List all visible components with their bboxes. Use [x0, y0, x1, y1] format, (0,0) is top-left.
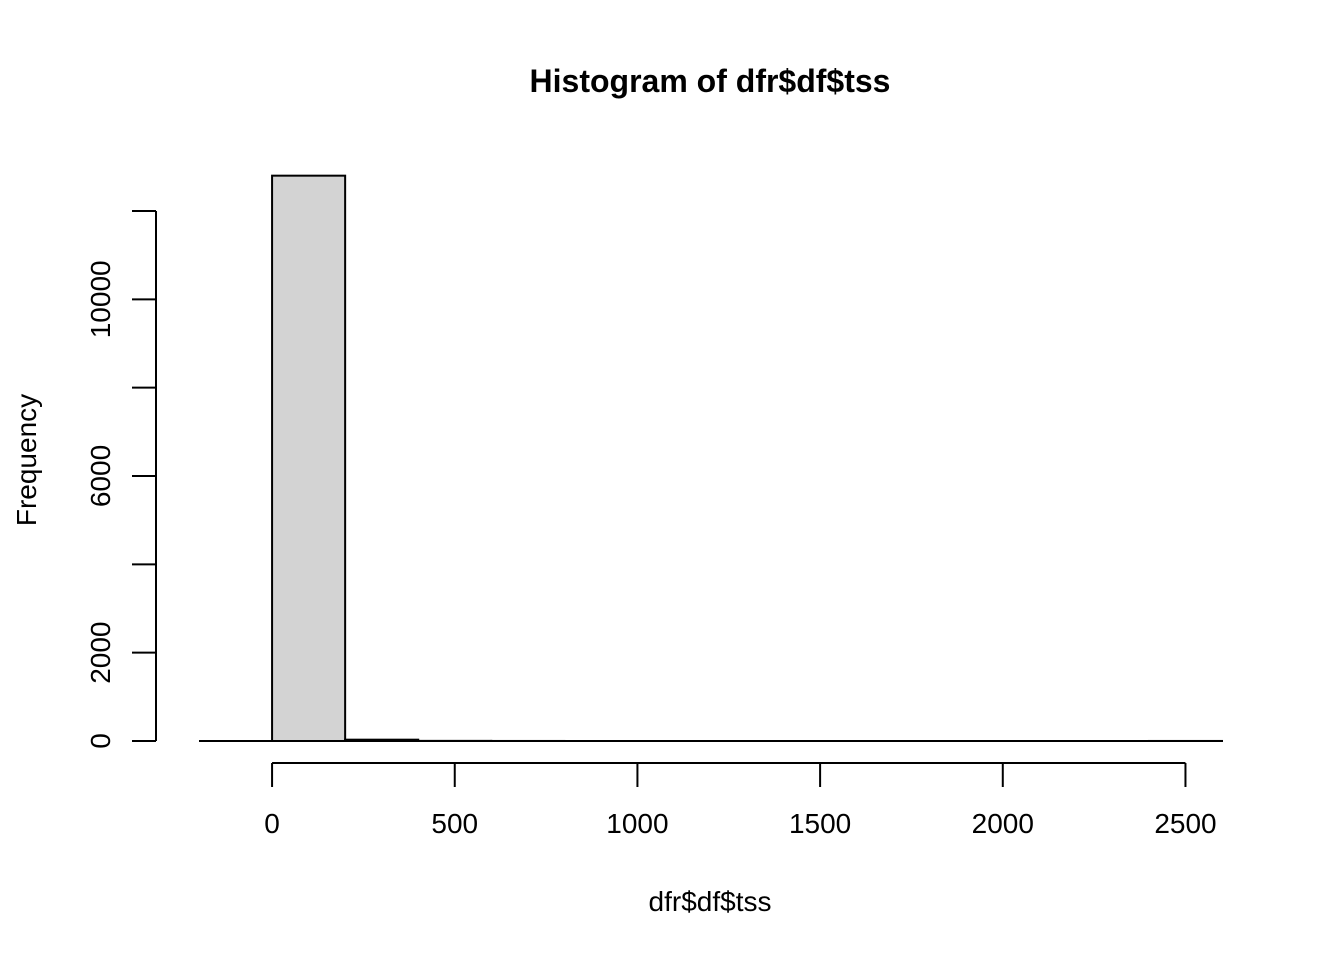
histogram-bar — [271, 174, 347, 742]
x-tick-label: 2000 — [972, 808, 1034, 839]
x-axis-label: dfr$df$tss — [649, 886, 772, 917]
x-tick-label: 2500 — [1154, 808, 1216, 839]
y-axis: 0 2000 6000 10000 — [85, 210, 157, 749]
y-tick-label: 2000 — [85, 622, 116, 684]
x-tick-label: 1500 — [789, 808, 851, 839]
y-tick-label: 10000 — [85, 260, 116, 338]
x-tick-label: 500 — [431, 808, 478, 839]
x-axis: 0 500 1000 1500 2000 2500 — [264, 762, 1217, 839]
bars-group — [199, 174, 1224, 742]
y-axis-label: Frequency — [11, 394, 42, 526]
x-tick-label: 0 — [264, 808, 280, 839]
x-tick-label: 1000 — [606, 808, 668, 839]
y-tick-label: 0 — [85, 733, 116, 749]
chart-title: Histogram of dfr$df$tss — [530, 63, 891, 99]
y-tick-label: 6000 — [85, 445, 116, 507]
